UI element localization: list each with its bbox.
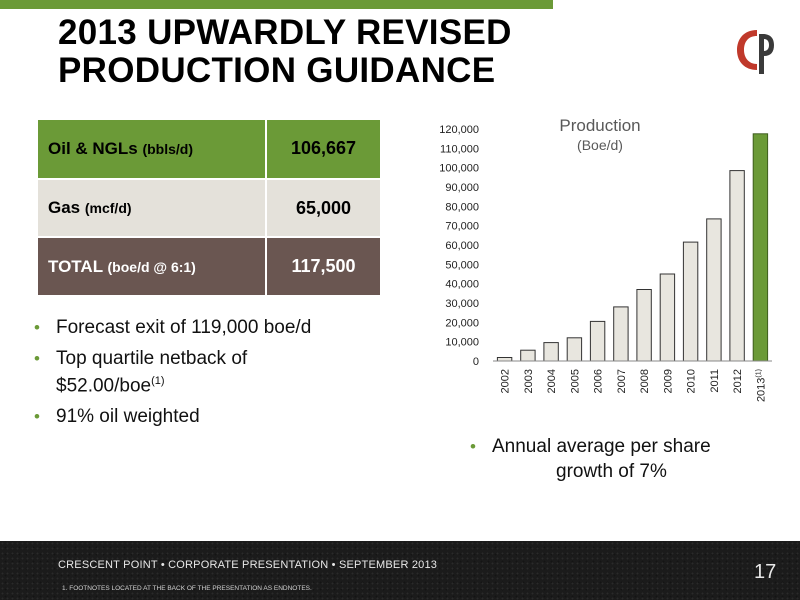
x-tick-label: 2010 [686, 369, 698, 393]
bars-group [496, 133, 769, 362]
y-tick-label: 110,000 [440, 143, 479, 155]
bullet-dot-icon: • [470, 437, 476, 456]
x-tick-label: 2013(1) [755, 369, 767, 402]
x-tick-label: 2012 [732, 369, 744, 393]
x-tick-label: 2005 [569, 369, 581, 393]
chart-subtitle: (Boe/d) [577, 137, 623, 153]
bar-2002 [496, 357, 513, 362]
gas-value-cell: 65,000 [266, 178, 382, 239]
bar-2006 [589, 320, 606, 362]
y-tick-label: 30,000 [445, 298, 479, 310]
x-tick-label: 2002 [500, 369, 512, 393]
y-tick-label: 50,000 [445, 259, 479, 271]
slide-title: 2013 UPWARDLY REVISED PRODUCTION GUIDANC… [58, 14, 578, 90]
x-tick-label: 2007 [616, 369, 628, 393]
table-row-total: TOTAL (boe/d @ 6:1) 117,500 [38, 237, 382, 298]
y-tick-label: 60,000 [445, 240, 479, 252]
table-row-gas: Gas (mcf/d) 65,000 [38, 178, 382, 239]
key-points-list: • Forecast exit of 119,000 boe/d • Top qua… [32, 316, 332, 436]
bullet-dot-icon: • [34, 349, 40, 368]
x-tick-label: 2009 [662, 369, 674, 393]
y-tick-label: 40,000 [445, 279, 479, 291]
y-tick-label: 120,000 [439, 124, 479, 136]
oil-label-cell: Oil & NGLs (bbls/d) [38, 120, 267, 180]
table-row-oil: Oil & NGLs (bbls/d) 106,667 [38, 120, 382, 180]
production-bar-chart: Production (Boe/d) 0 10,000 20,000 30,000 40… [439, 116, 772, 402]
y-axis-ticks: 0 10,000 20,000 30,000 40,000 50,000 60,000 70,… [439, 124, 479, 368]
list-item: • 91% oil weighted [34, 406, 200, 428]
x-tick-label: 2006 [593, 369, 605, 393]
x-tick-label: 2011 [709, 369, 721, 393]
slide-footer: CRESCENT POINT • CORPORATE PRESENTATION … [0, 541, 800, 600]
growth-bullet: • Annual average per share growth of 7% [470, 434, 770, 484]
bar-2007 [613, 306, 629, 362]
growth-text-line-2: growth of 7% [556, 461, 667, 482]
total-value-cell: 117,500 [266, 237, 382, 298]
bar-2013 [752, 133, 769, 362]
total-label-cell: TOTAL (boe/d @ 6:1) [38, 237, 267, 298]
y-tick-label: 10,000 [445, 337, 479, 349]
x-axis-ticks: 2002 2003 2004 2005 2006 2007 2008 2009 2010 2011… [500, 369, 768, 402]
oil-value-cell: 106,667 [266, 120, 382, 180]
bar-2003 [520, 349, 536, 362]
page-number: 17 [754, 561, 777, 583]
bullet-dot-icon: • [34, 407, 40, 427]
bar-2004 [543, 342, 559, 362]
list-item: • Forecast exit of 119,000 boe/d [34, 317, 312, 338]
bullet-dot-icon: • [34, 318, 40, 337]
bar-2009 [659, 273, 676, 362]
x-tick-label: 2004 [546, 369, 558, 393]
footnote: 1. FOOTNOTES LOCATED AT THE BACK OF THE … [62, 585, 312, 592]
top-accent-bar [0, 0, 553, 9]
y-tick-label: 0 [473, 356, 479, 368]
bar-2011 [706, 218, 722, 362]
production-guidance-table: Oil & NGLs (bbls/d) 106,667 Gas (mcf/d) … [38, 120, 382, 298]
x-tick-label: 2003 [523, 369, 535, 393]
y-tick-label: 70,000 [445, 221, 479, 233]
gas-label-cell: Gas (mcf/d) [38, 178, 267, 239]
footer-caption: CRESCENT POINT • CORPORATE PRESENTATION … [58, 559, 438, 571]
bar-2005 [566, 337, 583, 362]
bar-2010 [682, 241, 699, 362]
y-tick-label: 80,000 [445, 201, 479, 213]
y-tick-label: 90,000 [445, 182, 479, 194]
growth-text-line-1: Annual average per share [492, 436, 711, 457]
chart-title: Production [559, 116, 640, 135]
title-line-1: 2013 UPWARDLY REVISED [58, 13, 512, 52]
y-tick-label: 100,000 [439, 163, 479, 175]
bar-2008 [636, 289, 652, 362]
company-logo [737, 30, 774, 74]
list-item: • Top quartile netback of $52.00/boe(1) [34, 348, 248, 397]
y-tick-label: 20,000 [445, 317, 479, 329]
bar-2012 [729, 170, 745, 362]
title-line-2: PRODUCTION GUIDANCE [58, 51, 496, 90]
x-tick-label: 2008 [639, 369, 651, 393]
